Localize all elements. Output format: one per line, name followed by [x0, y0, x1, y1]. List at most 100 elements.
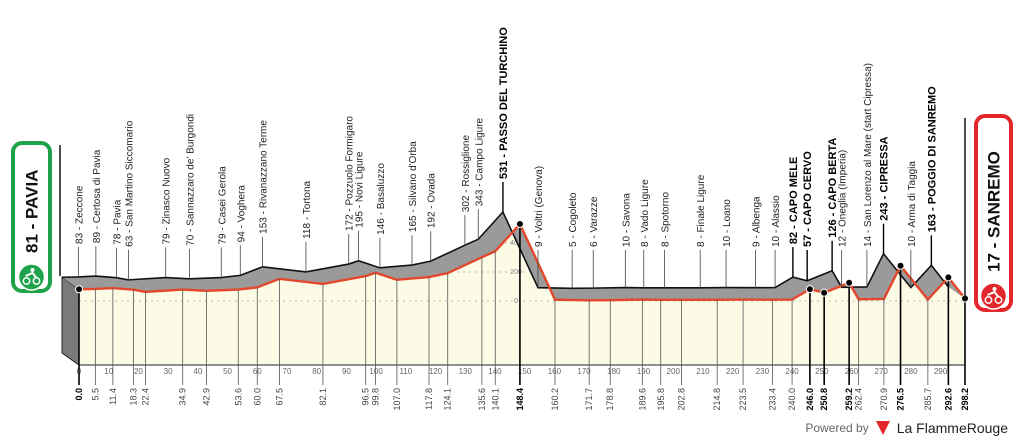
x-tick-label: 10: [104, 367, 113, 376]
km-label: 42.9: [201, 388, 211, 406]
location-label: 10 - Savona: [621, 193, 632, 247]
location-label: 78 - Pavia: [112, 199, 123, 244]
km-label: 99.8: [371, 388, 381, 406]
km-label: 202.8: [677, 388, 687, 411]
x-tick-label: 50: [223, 367, 232, 376]
x-tick-label: 110: [399, 367, 412, 376]
powered-by-text: Powered by: [805, 421, 869, 435]
x-tick-label: 190: [637, 367, 651, 376]
location-label: 9 - Albenga: [751, 196, 762, 247]
x-tick-label: 120: [429, 367, 443, 376]
location-label: 6 - Varazze: [589, 196, 600, 247]
km-label: 82.1: [318, 388, 328, 406]
brand-name: La FlammeRouge: [896, 420, 1008, 436]
km-label: 285.7: [923, 388, 933, 411]
km-label: 11.4: [108, 388, 118, 405]
km-label: 60.0: [252, 388, 262, 406]
km-label: 5.5: [90, 388, 100, 401]
km-label: 233.4: [767, 388, 777, 411]
location-label: 79 - Casei Gerola: [217, 166, 228, 245]
location-label: 9 - Voltri (Genova): [534, 166, 545, 247]
location-label: 165 - Silvano d'Orba: [408, 141, 419, 232]
location-label: 118 - Tortona: [302, 180, 313, 238]
km-label: 189.6: [637, 388, 647, 411]
profile-top-surface: [62, 212, 965, 301]
start-badge-frame: [11, 141, 52, 293]
location-label: 12 - Oneglia (Imperia): [838, 150, 849, 247]
km-label: 18.3: [128, 388, 138, 406]
km-label: 246.0: [805, 388, 815, 411]
location-label: 70 - Sannazzaro de' Burgondi: [185, 114, 196, 246]
km-marker-dot: [820, 288, 829, 297]
km-marker-dot: [845, 278, 854, 287]
x-tick-label: 80: [312, 367, 321, 376]
km-label: 178.8: [605, 388, 615, 411]
location-label: 10 - Loano: [722, 199, 733, 247]
location-label: 163 - POGGIO DI SANREMO: [926, 86, 938, 233]
location-label: 8 - Vado Ligure: [640, 179, 651, 247]
location-label: 146 - Basaluzzo: [376, 163, 387, 235]
x-tick-label: 90: [342, 367, 351, 376]
x-tick-label: 260: [845, 367, 859, 376]
km-marker-dot: [805, 285, 814, 294]
location-label: 82 - CAPO MELE: [788, 157, 800, 244]
location-label: 89 - Certosa di Pavia: [92, 149, 103, 243]
x-tick-label: 250: [815, 367, 829, 376]
location-label: 79 - Zinasco Nuovo: [162, 157, 173, 244]
x-tick-label: 150: [518, 367, 532, 376]
rider-head-icon: [30, 268, 35, 272]
location-label: 172 - Pozzuolo Formigaro: [345, 116, 356, 231]
x-tick-label: 280: [904, 367, 918, 376]
km-label: 160.2: [550, 388, 560, 411]
bicycle-wheel-icon: [22, 277, 31, 285]
km-marker-dot: [896, 261, 905, 270]
x-tick-label: 30: [164, 367, 173, 376]
location-label: 192 - Ovada: [427, 173, 438, 228]
location-label: 8 - Spotorno: [661, 192, 672, 247]
location-label: 57 - CAPO CERVO: [802, 151, 814, 247]
x-tick-label: 230: [756, 367, 770, 376]
km-label: 240.0: [787, 388, 797, 411]
footer: Powered by La FlammeRouge: [805, 420, 1008, 436]
km-marker-dot: [75, 285, 83, 294]
x-tick-label: 170: [577, 367, 591, 376]
location-label: 531 - PASSO DEL TURCHINO: [498, 27, 510, 179]
start-badge: 81 - PAVIA: [11, 141, 52, 293]
rider-head-icon: [992, 287, 997, 291]
km-label: 0.0: [74, 388, 84, 401]
profile-line: [78, 221, 966, 302]
bicycle-wheel-icon: [984, 296, 993, 304]
location-label: 126 - CAPO BERTA: [827, 138, 839, 238]
location-label: 14 - San Lorenzo al Mare (start Cipressa…: [863, 63, 874, 247]
x-tick-label: 70: [283, 367, 292, 376]
location-label: 153 - Rivanazzano Terme: [259, 120, 270, 234]
km-label: 140.1: [490, 388, 500, 411]
finish-badge: 17 - SANREMO: [974, 114, 1013, 312]
rider-body-icon: [25, 271, 38, 279]
location-label: 302 - Rossiglione: [461, 135, 472, 213]
km-marker-dot: [944, 273, 953, 282]
km-label: 124.1: [443, 388, 453, 411]
km-label: 250.8: [819, 388, 829, 411]
km-label: 298.2: [960, 388, 970, 411]
x-tick-label: 290: [934, 367, 948, 376]
km-label: 171.7: [584, 388, 594, 411]
km-label: 270.9: [879, 388, 889, 411]
location-label: 83 - Zeccone: [74, 185, 85, 244]
km-label: 22.4: [141, 388, 151, 406]
location-label: 94 - Voghera: [236, 185, 247, 243]
location-label: 195 - Novi Ligure: [355, 151, 366, 228]
bicycle-icon: [17, 263, 46, 291]
km-label: 214.8: [712, 388, 722, 411]
x-tick-label: 130: [459, 367, 473, 376]
km-label: 107.0: [392, 388, 402, 411]
km-label: 34.9: [178, 388, 188, 406]
km-label: 276.5: [896, 388, 906, 411]
location-label: 10 - Alassio: [771, 195, 782, 247]
km-label: 292.6: [943, 388, 953, 411]
km-marker-dot: [515, 220, 524, 229]
km-label: 96.5: [361, 388, 371, 406]
km-label: 195.8: [656, 388, 666, 411]
location-label: 10 - Arma di Taggia: [907, 161, 918, 247]
